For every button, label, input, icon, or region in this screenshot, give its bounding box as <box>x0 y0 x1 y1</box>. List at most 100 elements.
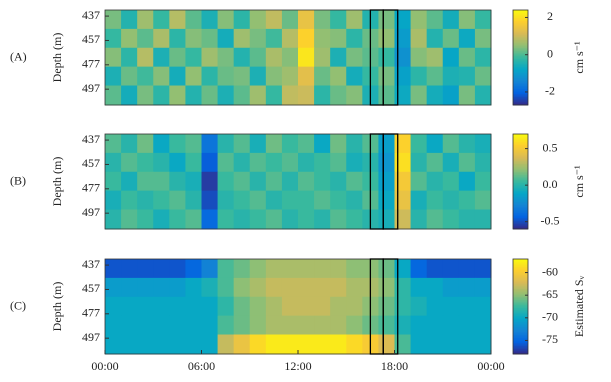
colorbar-swatch <box>513 14 528 17</box>
heatmap-cell <box>265 152 283 173</box>
heatmap-panel <box>105 259 492 355</box>
heatmap-cell <box>394 277 412 298</box>
heatmap-cell <box>394 85 412 106</box>
heatmap-cell <box>458 190 476 211</box>
colorbar-swatch <box>513 191 528 194</box>
heatmap-cell <box>474 47 492 68</box>
heatmap-cell <box>217 190 235 211</box>
colorbar-swatch <box>513 156 528 159</box>
heatmap-cell <box>201 28 219 49</box>
colorbar-swatch <box>513 62 528 65</box>
heatmap-cell <box>217 66 235 87</box>
heatmap-cell <box>281 259 299 279</box>
heatmap-cell <box>442 334 460 355</box>
heatmap-cell <box>378 259 395 279</box>
heatmap-cell <box>249 10 267 30</box>
heatmap-cell <box>442 47 460 68</box>
colorbar-swatch <box>513 219 528 222</box>
heatmap-cell <box>153 209 170 230</box>
colorbar-swatch <box>513 134 528 137</box>
colorbar-swatch <box>513 79 528 82</box>
heatmap-cell <box>281 152 299 173</box>
colorbar-swatch <box>513 55 528 58</box>
heatmap-cell <box>185 296 202 317</box>
heatmap-cell <box>474 66 492 87</box>
heatmap-cell <box>314 134 331 154</box>
heatmap-cell <box>314 85 331 106</box>
heatmap-cell <box>442 277 460 298</box>
colorbar-swatch <box>513 175 528 178</box>
heatmap-cell <box>169 28 186 49</box>
colorbar-swatch <box>513 92 528 95</box>
x-tick-label: 06:00 <box>188 359 215 373</box>
heatmap-cell <box>330 171 347 192</box>
heatmap-cell <box>410 277 428 298</box>
heatmap-cell <box>105 334 122 355</box>
colorbar-swatch <box>513 167 528 170</box>
colorbar-swatch <box>513 97 528 100</box>
heatmap-cell <box>298 296 315 317</box>
heatmap-cell <box>314 66 331 87</box>
heatmap-cell <box>169 190 186 211</box>
heatmap-cell <box>169 259 186 279</box>
heatmap-cell <box>185 134 202 154</box>
heatmap-cell <box>426 10 444 30</box>
heatmap-cell <box>249 190 267 211</box>
heatmap-cell <box>442 190 460 211</box>
heatmap-cell <box>298 209 315 230</box>
heatmap-cell <box>378 171 395 192</box>
heatmap-cell <box>410 85 428 106</box>
heatmap-cell <box>233 334 251 355</box>
heatmap-cell <box>281 190 299 211</box>
heatmap-cell <box>153 134 170 154</box>
colorbar-swatch <box>513 168 528 171</box>
colorbar-swatch <box>513 312 528 315</box>
heatmap-cell <box>330 259 347 279</box>
heatmap-cell <box>185 315 202 336</box>
heatmap-cell <box>426 171 444 192</box>
heatmap-cell <box>105 259 122 279</box>
heatmap-cell <box>442 296 460 317</box>
heatmap-cell <box>169 277 186 298</box>
y-tick-label: 497 <box>82 330 100 344</box>
heatmap-cell <box>281 28 299 49</box>
heatmap-cell <box>217 209 235 230</box>
colorbar-swatch <box>513 289 528 292</box>
heatmap-cell <box>153 296 170 317</box>
heatmap-cell <box>378 334 395 355</box>
heatmap-cell <box>474 85 492 106</box>
heatmap-cell <box>153 259 170 279</box>
colorbar-swatch <box>513 103 528 106</box>
colorbar-swatch <box>513 32 528 35</box>
colorbar-swatch <box>513 198 528 201</box>
heatmap-cell <box>169 296 186 317</box>
colorbar-swatch <box>513 202 528 205</box>
x-tick-label: 00:00 <box>477 359 504 373</box>
heatmap-cell <box>265 28 283 49</box>
heatmap-cell <box>330 315 347 336</box>
heatmap-cell <box>153 171 170 192</box>
heatmap-cell <box>249 134 267 154</box>
heatmap-cell <box>442 66 460 87</box>
heatmap-cell <box>346 190 363 211</box>
heatmap-cell <box>298 134 315 154</box>
heatmap-cell <box>346 152 363 173</box>
colorbar-swatch <box>513 153 528 156</box>
colorbar-swatch <box>513 290 528 293</box>
colorbar-swatch <box>513 48 528 51</box>
heatmap-cell <box>378 190 395 211</box>
heatmap-cell <box>330 277 347 298</box>
heatmap-cell <box>249 171 267 192</box>
colorbar-swatch <box>513 141 528 144</box>
heatmap-cell <box>201 190 219 211</box>
heatmap-cell <box>233 134 251 154</box>
colorbar-swatch <box>513 146 528 149</box>
panel-label: (C) <box>10 298 26 312</box>
colorbar-swatch <box>513 214 528 217</box>
colorbar-swatch <box>513 308 528 311</box>
colorbar-swatch <box>513 19 528 22</box>
heatmap-cell <box>442 85 460 106</box>
heatmap-cell <box>426 259 444 279</box>
heatmap-cell <box>330 296 347 317</box>
heatmap-cell <box>298 152 315 173</box>
